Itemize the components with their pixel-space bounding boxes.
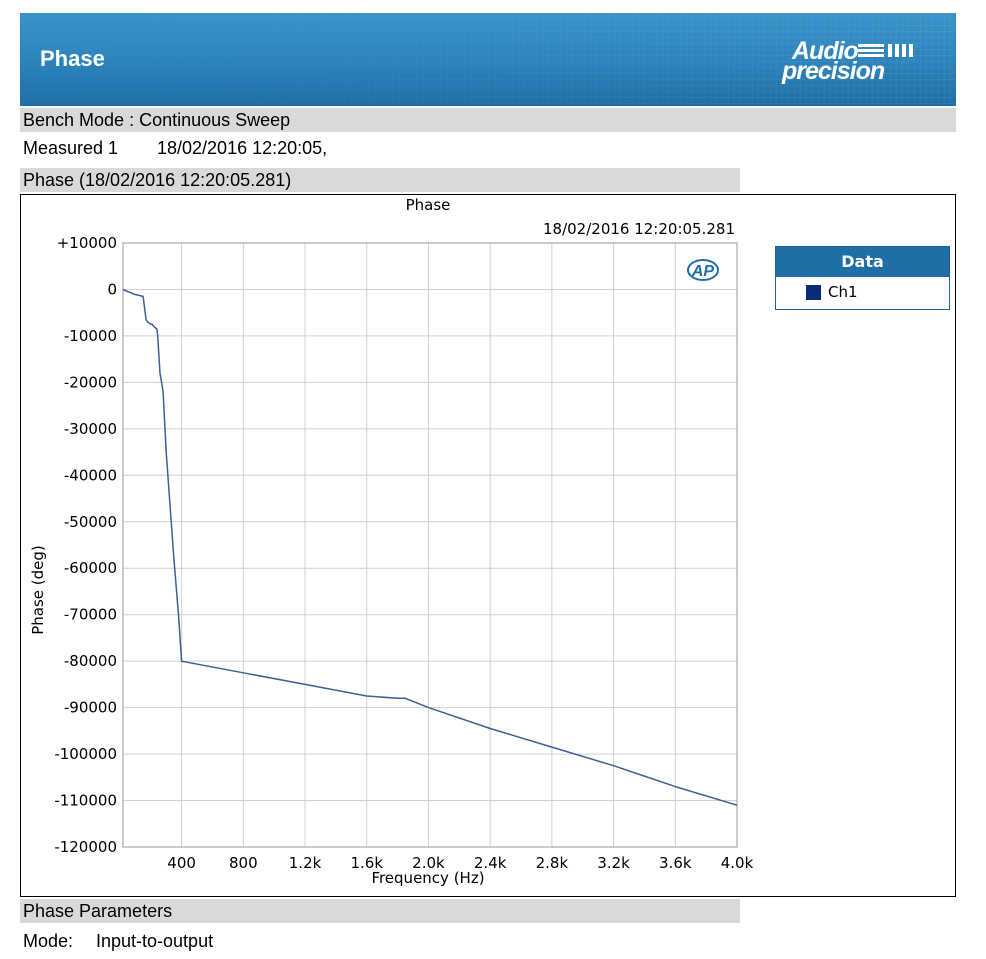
x-axis-label: Frequency (Hz)	[371, 869, 484, 887]
y-tick-label: -60000	[64, 559, 117, 577]
y-tick-label: -70000	[64, 606, 117, 624]
x-tick-label: 800	[229, 854, 258, 872]
legend-title: Data	[776, 247, 949, 277]
plot-border	[122, 242, 738, 848]
logo-bars-icon	[858, 44, 913, 57]
legend-item-ch1[interactable]: Ch1	[776, 277, 949, 307]
report-banner: Phase Audio precision	[20, 13, 956, 106]
y-axis-label: Phase (deg)	[29, 545, 47, 635]
banner-grid-pattern	[20, 13, 956, 106]
audio-precision-logo: Audio precision	[782, 37, 932, 87]
svg-text:AP: AP	[691, 263, 715, 280]
y-tick-label: -50000	[64, 513, 117, 531]
measured-label: Measured 1	[23, 138, 119, 158]
logo-text-audio: Audio	[792, 37, 859, 65]
y-tick-label: -40000	[64, 466, 117, 484]
y-tick-label: -100000	[54, 745, 117, 763]
bench-mode-band: Bench Mode : Continuous Sweep	[20, 108, 956, 132]
parameters-band: Phase Parameters	[20, 899, 740, 923]
y-tick-label: -10000	[64, 327, 117, 345]
parameters-title: Phase Parameters	[23, 901, 173, 921]
chart-section-band: Phase (18/02/2016 12:20:05.281)	[20, 168, 740, 192]
page-title: Phase	[40, 46, 105, 71]
x-tick-label: 2.8k	[536, 854, 569, 872]
legend-swatch	[806, 285, 821, 300]
bench-mode-text: Bench Mode : Continuous Sweep	[23, 110, 291, 130]
chart-section-title: Phase (18/02/2016 12:20:05.281)	[23, 170, 292, 190]
phase-chart[interactable]: 400 800 1.2k 1.6k 2.0k 2.4k 2.8k 3.2k 3.6k 4.0k +1…	[21, 195, 955, 896]
chart-frame: 400 800 1.2k 1.6k 2.0k 2.4k 2.8k 3.2k 3.6k 4.0k +1…	[20, 194, 956, 897]
y-tick-label: +10000	[57, 234, 117, 252]
x-tick-label: 1.6k	[350, 854, 383, 872]
series-line-ch1[interactable]	[122, 288, 738, 806]
mode-label: Mode:	[23, 931, 74, 951]
y-tick-label: -120000	[54, 838, 117, 856]
y-tick-label: -30000	[64, 420, 117, 438]
x-tick-label: 2.0k	[412, 854, 445, 872]
y-tick-label: -80000	[64, 652, 117, 670]
mode-value: Input-to-output	[96, 931, 214, 951]
plot-area	[123, 243, 737, 847]
chart-legend: Data Ch1	[775, 246, 950, 310]
y-tick-label: -20000	[64, 373, 117, 391]
ap-watermark-icon: AP	[687, 259, 719, 281]
x-tick-label: 400	[167, 854, 196, 872]
x-tick-label: 3.2k	[597, 854, 630, 872]
x-tick-label: 4.0k	[721, 854, 754, 872]
legend-label: Ch1	[828, 283, 858, 301]
y-tick-label: -110000	[54, 792, 117, 810]
logo-text-precision: precision	[782, 57, 885, 85]
x-tick-label: 3.6k	[659, 854, 692, 872]
chart-title: Phase	[406, 196, 451, 214]
y-tick-label: 0	[107, 280, 117, 298]
x-tick-label: 1.2k	[289, 854, 322, 872]
chart-subtitle: 18/02/2016 12:20:05.281	[543, 220, 735, 238]
measured-timestamp: 18/02/2016 12:20:05,	[157, 138, 328, 158]
x-tick-label: 2.4k	[474, 854, 507, 872]
y-tick-label: -90000	[64, 699, 117, 717]
